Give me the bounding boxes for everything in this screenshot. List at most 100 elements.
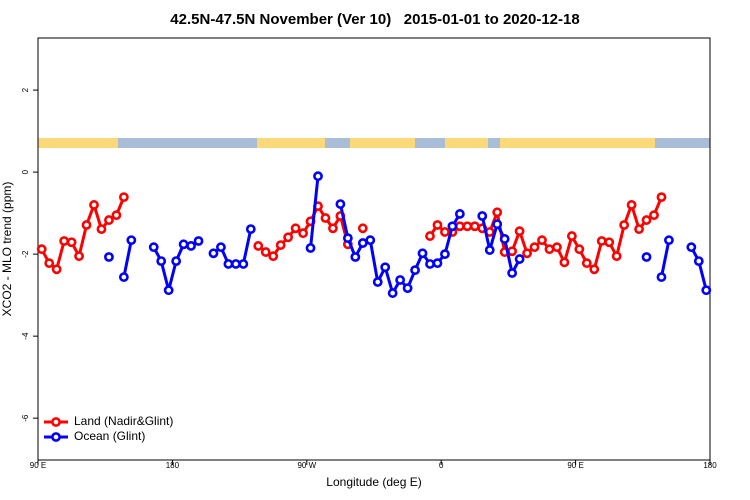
data-point [507,268,518,278]
legend-label: Land (Nadir&Glint) [74,414,173,428]
legend: Land (Nadir&Glint)Ocean (Glint) [44,414,173,443]
y-tick-label: -2 [21,250,30,258]
data-point [634,224,644,235]
legend-marker [51,417,61,427]
land-ocean-strip [38,138,710,148]
data-point [104,215,114,225]
data-point [514,254,525,264]
data-point [664,235,674,246]
data-point [223,259,234,269]
data-point [469,221,480,232]
y-tick-label: -4 [21,332,30,340]
data-point [425,259,435,269]
y-tick-label: 2 [21,87,30,92]
data-point [529,242,540,253]
series-line [309,176,320,249]
data-point [89,200,99,210]
data-point [380,262,391,273]
legend-marker [51,432,61,442]
data-point [171,256,182,266]
data-point [298,228,308,239]
data-point [216,242,226,253]
data-point [581,258,592,269]
data-point [522,248,532,259]
data-point [313,171,323,182]
data-point [499,234,510,244]
data-point [238,259,249,269]
data-point [432,258,443,269]
data-point [507,246,518,257]
data-point [335,199,346,209]
data-point [656,192,667,203]
legend-label: Ocean (Glint) [74,429,145,443]
data-point [641,215,652,225]
x-axis-label: Longitude (deg E) [326,475,421,489]
data-point [178,239,189,250]
data-point [425,231,435,241]
x-tick-label: 180 [166,461,180,470]
data-point [402,283,413,294]
data-point [372,277,383,287]
data-point [81,220,92,230]
land-band [257,138,325,148]
data-point [589,264,600,275]
data-point [641,252,652,262]
data-point [574,244,585,255]
data-point [245,224,256,235]
chart-title: 42.5N-47.5N November (Ver 10) 2015-01-01… [170,11,579,28]
data-point [604,237,615,248]
data-point [357,223,368,234]
data-point [440,249,450,260]
data-point [395,275,406,285]
data-point [454,209,465,219]
data-point [492,219,503,230]
data-point [596,236,607,246]
data-point [365,235,376,246]
data-point [268,251,279,262]
data-point [283,232,294,243]
data-point [387,288,398,298]
data-point [566,231,577,241]
data-point [649,210,659,221]
data-point [484,245,495,255]
land-band [500,138,655,148]
data-point [686,242,697,253]
data-point [208,248,219,259]
land-band [445,138,488,148]
data-point [514,226,525,237]
data-point [342,233,353,244]
y-tick-label: 0 [21,169,30,174]
data-point [156,256,167,266]
data-point [357,238,368,248]
data-point [693,256,704,266]
series-line [122,239,133,278]
data-point [111,210,122,221]
data-point [253,241,264,251]
data-point [118,272,129,282]
data-point [193,236,204,246]
data-point [611,251,622,262]
data-point [148,242,159,253]
data-point [305,243,316,253]
data-point [66,237,77,248]
data-point [275,240,286,251]
data-point [701,285,712,296]
data-point [492,207,503,218]
data-point [186,241,196,251]
data-point [656,272,667,282]
land-band [38,138,118,148]
x-tick-label: 180 [703,461,717,470]
x-tick-label: 0 [439,461,444,470]
data-point [320,213,331,223]
data-point [440,227,450,237]
data-point [537,235,547,246]
data-point [552,242,562,253]
data-point [410,265,420,276]
data-point [619,220,630,230]
data-point [230,259,241,269]
y-axis-label: XCO2 - MLO trend (ppm) [0,182,14,317]
data-point [350,252,361,262]
data-point [454,221,465,232]
